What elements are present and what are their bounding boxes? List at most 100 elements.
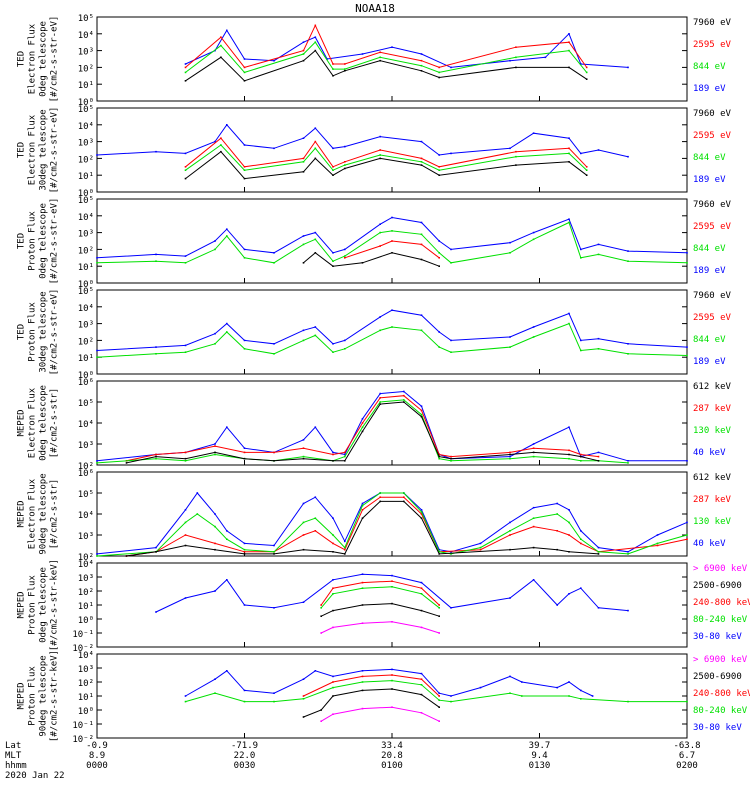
data-point bbox=[155, 546, 157, 549]
data-point bbox=[597, 455, 600, 458]
data-point bbox=[226, 579, 228, 581]
data-point bbox=[344, 161, 346, 163]
data-point bbox=[450, 700, 452, 703]
channel-label: 7960 eV bbox=[693, 109, 732, 119]
data-point bbox=[438, 548, 440, 551]
data-point bbox=[344, 164, 346, 166]
y-axis-label: MEPEDProton Flux90deg telescope[#/cm2-s-… bbox=[17, 650, 60, 742]
data-point bbox=[438, 174, 440, 176]
data-point bbox=[420, 243, 423, 246]
series-line bbox=[96, 492, 688, 557]
y-tick-label: 10² bbox=[78, 588, 94, 598]
y-tick-label: 10⁻¹ bbox=[72, 630, 94, 640]
data-point bbox=[196, 513, 199, 515]
data-point bbox=[379, 149, 381, 151]
data-point bbox=[509, 692, 511, 694]
data-point bbox=[314, 41, 317, 43]
y-tick-label: 10⁴ bbox=[78, 420, 94, 430]
data-point bbox=[302, 601, 305, 603]
data-point bbox=[420, 581, 423, 584]
data-point bbox=[96, 349, 98, 352]
data-point bbox=[220, 44, 222, 47]
data-point bbox=[420, 140, 423, 143]
panel-3: 10⁰ 10¹ 10² 10³ 10⁴ 10⁵ TEDProton Flux0deg tel… bbox=[17, 196, 732, 290]
data-point bbox=[420, 587, 423, 589]
data-point bbox=[568, 152, 570, 155]
data-point bbox=[420, 626, 423, 629]
data-point bbox=[314, 231, 317, 234]
data-point bbox=[243, 348, 246, 350]
data-point bbox=[450, 339, 452, 342]
data-point bbox=[332, 169, 334, 171]
data-point bbox=[450, 695, 452, 697]
data-point bbox=[302, 678, 305, 680]
data-point bbox=[302, 695, 305, 697]
data-point bbox=[568, 521, 570, 524]
data-point bbox=[568, 312, 570, 315]
data-point bbox=[314, 238, 317, 241]
data-point bbox=[214, 692, 216, 694]
data-point bbox=[379, 223, 381, 225]
channel-label: 2595 eV bbox=[693, 313, 732, 323]
data-point bbox=[361, 604, 364, 606]
data-point bbox=[214, 140, 216, 143]
data-point bbox=[273, 692, 275, 694]
data-point bbox=[509, 597, 511, 599]
y-axis-label: MEPEDElectron Flux90deg telescope[#/cm2-… bbox=[17, 473, 60, 554]
y-tick-label: 10¹ bbox=[78, 263, 94, 273]
data-point bbox=[96, 462, 98, 464]
data-point bbox=[302, 716, 305, 718]
data-point bbox=[627, 609, 629, 612]
data-point bbox=[532, 443, 535, 445]
data-point bbox=[314, 670, 317, 672]
data-point bbox=[420, 405, 423, 407]
data-point bbox=[332, 517, 334, 519]
data-point bbox=[627, 462, 629, 464]
data-point bbox=[332, 451, 334, 454]
data-point bbox=[314, 36, 317, 38]
data-point bbox=[420, 712, 423, 714]
data-point bbox=[273, 551, 275, 553]
data-point bbox=[320, 720, 322, 722]
y-tick-label: 10⁴ bbox=[78, 304, 94, 314]
data-point bbox=[273, 353, 275, 355]
data-point bbox=[302, 171, 305, 173]
channel-label: 612 keV bbox=[693, 382, 732, 392]
data-point bbox=[686, 262, 688, 264]
data-point bbox=[214, 542, 216, 545]
data-point bbox=[302, 455, 305, 458]
data-point bbox=[243, 66, 246, 69]
data-point bbox=[420, 233, 423, 236]
y-axis-label: TEDElectron Flux30deg telescope[#/cm2-s-… bbox=[17, 107, 60, 194]
data-point bbox=[379, 157, 381, 160]
data-point bbox=[686, 534, 688, 536]
data-point bbox=[332, 534, 334, 536]
y-axis-label: MEPEDElectron Flux0deg telescope[#/cm2-s… bbox=[17, 385, 60, 461]
data-point bbox=[568, 426, 570, 428]
channel-label: 844 eV bbox=[693, 335, 726, 345]
data-point bbox=[226, 426, 228, 428]
data-point bbox=[532, 525, 535, 528]
data-point bbox=[184, 700, 187, 703]
data-point bbox=[214, 332, 216, 335]
data-point bbox=[273, 147, 275, 150]
panel-8: 10⁻² 10⁻¹ 10⁰ 10¹ 10² 10³ 10⁴ MEPEDProton Flux9… bbox=[17, 650, 750, 745]
y-tick-label: 10⁴ bbox=[78, 122, 94, 132]
data-point bbox=[450, 553, 452, 555]
data-point bbox=[532, 231, 535, 234]
data-point bbox=[438, 551, 440, 553]
data-point bbox=[273, 460, 275, 462]
data-point bbox=[379, 135, 381, 138]
data-point bbox=[214, 248, 216, 251]
y-tick-label: 10³ bbox=[78, 532, 94, 542]
y-tick-label: 10² bbox=[78, 337, 94, 347]
data-point bbox=[226, 530, 228, 532]
data-point bbox=[403, 500, 405, 503]
data-point bbox=[184, 509, 187, 511]
data-point bbox=[314, 326, 317, 328]
data-point bbox=[420, 258, 423, 261]
data-point bbox=[509, 336, 511, 338]
data-point bbox=[532, 447, 535, 449]
data-point bbox=[568, 66, 570, 69]
data-point bbox=[226, 29, 228, 32]
